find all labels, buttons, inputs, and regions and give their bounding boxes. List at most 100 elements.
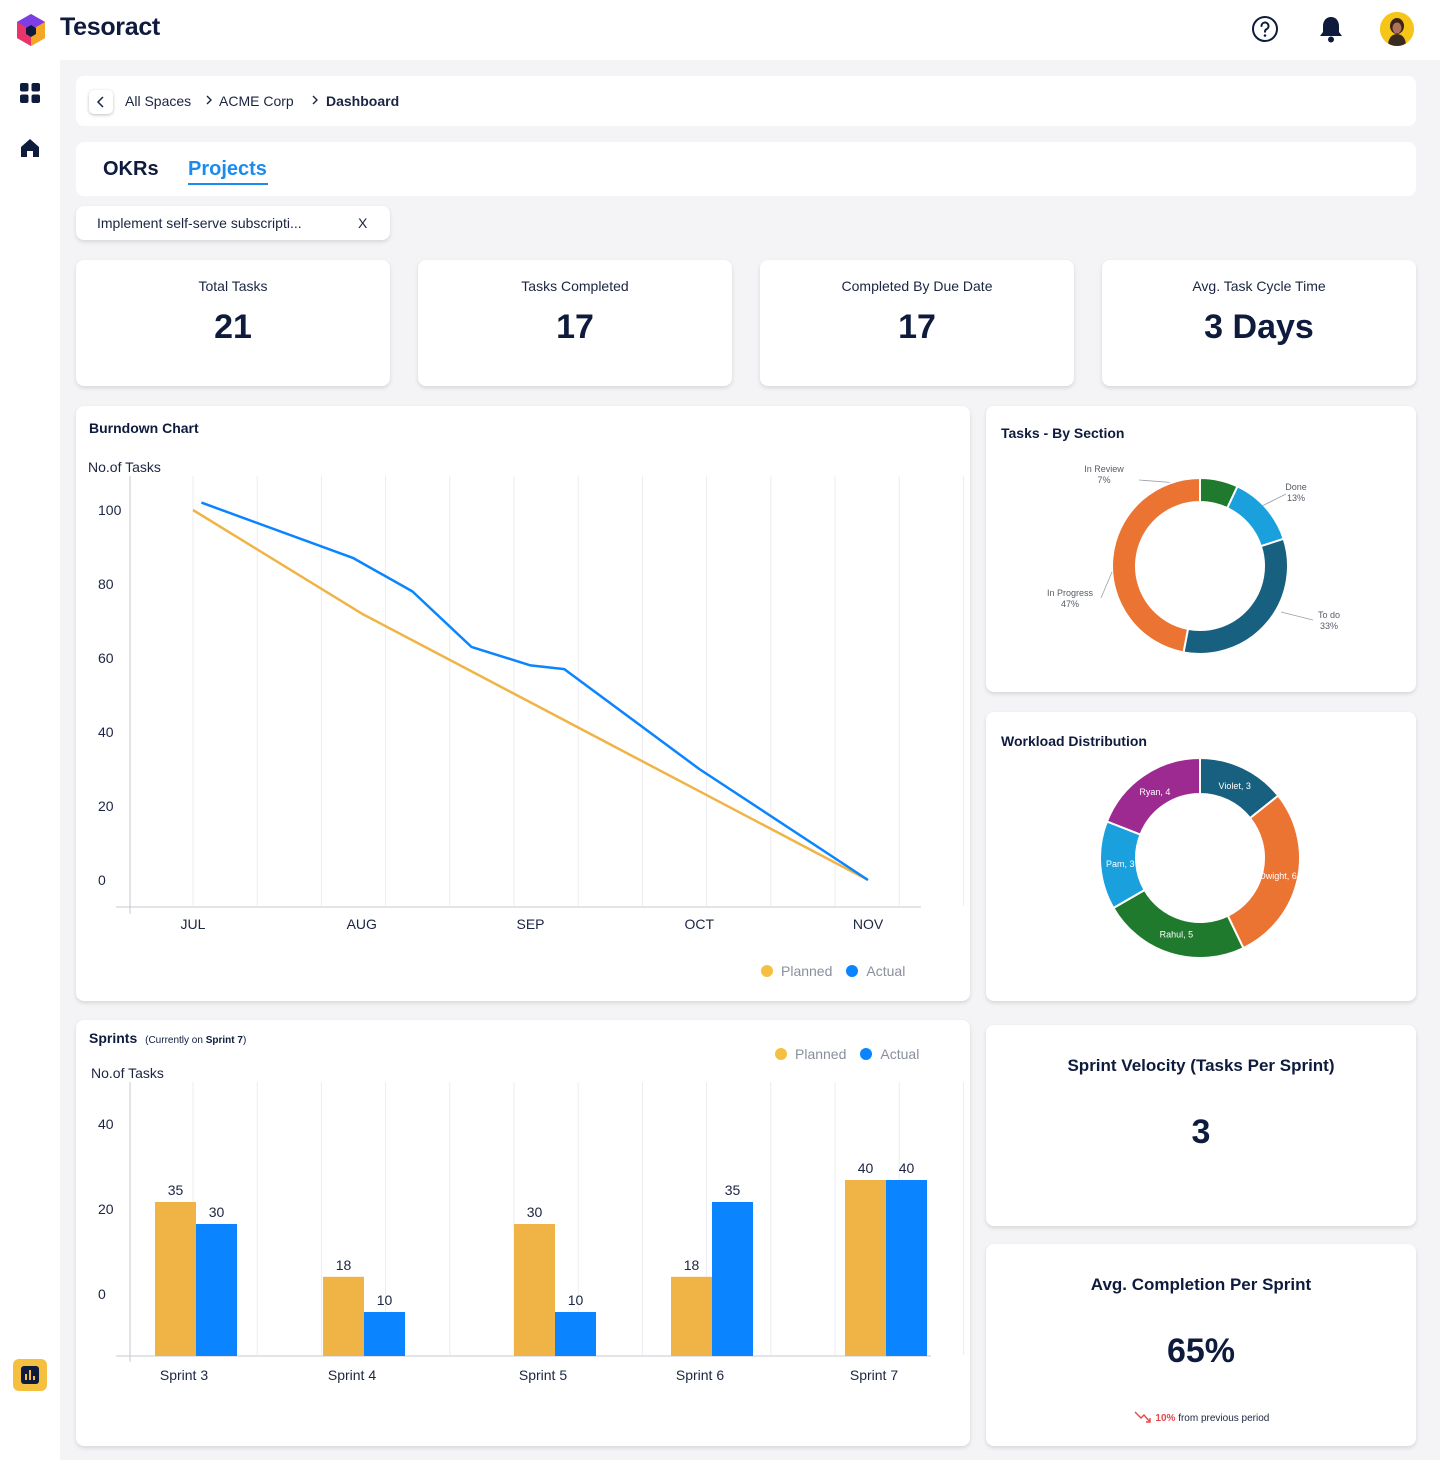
chevron-left-icon bbox=[96, 96, 104, 108]
x-tick-label: Sprint 3 bbox=[160, 1367, 208, 1383]
workload-card: Workload Distribution Violet, 3 Dwight, 6… bbox=[986, 712, 1416, 1001]
donut-slice bbox=[1182, 537, 1289, 655]
donut-slice bbox=[1105, 756, 1201, 836]
sprints-subtitle-sprint: Sprint 7 bbox=[205, 1035, 243, 1046]
stat-card-completed-by-due-date: Completed By Due Date 17 bbox=[760, 260, 1074, 386]
breadcrumb-acme-corp[interactable]: ACME Corp bbox=[219, 93, 294, 109]
breadcrumb-all-spaces[interactable]: All Spaces bbox=[125, 93, 192, 109]
sprints-subtitle-prefix: (Currently on bbox=[145, 1035, 206, 1046]
label-leader-line bbox=[1100, 571, 1113, 599]
bar-value-label: 10 bbox=[568, 1292, 584, 1308]
legend-label: Actual bbox=[866, 963, 906, 979]
legend-planned[interactable]: Planned bbox=[775, 1046, 846, 1062]
burndown-y-axis-title: No.of Tasks bbox=[88, 459, 161, 475]
stat-card-avg-cycle-time: Avg. Task Cycle Time 3 Days bbox=[1102, 260, 1416, 386]
stat-card-total-tasks: Total Tasks 21 bbox=[76, 260, 390, 386]
bar-value-label: 40 bbox=[899, 1160, 915, 1176]
sprint-velocity-title: Sprint Velocity (Tasks Per Sprint) bbox=[1067, 1056, 1335, 1075]
top-bar: Tesoract bbox=[0, 0, 1440, 60]
x-tick-label: Sprint 7 bbox=[850, 1367, 898, 1383]
legend-actual[interactable]: Actual bbox=[860, 1046, 919, 1062]
filter-chip[interactable]: Implement self-serve subscripti... X bbox=[76, 206, 390, 240]
sprints-bar-chart: 0 20 40 35 30 Sprint 3 18 10 Sprint 4 30 10 Sprint … bbox=[98, 1082, 964, 1383]
y-tick-label: 20 bbox=[98, 798, 114, 814]
bar-actual bbox=[364, 1312, 405, 1356]
sprints-chart-card: Sprints (Currently on Sprint 7) No.of Ta… bbox=[76, 1020, 970, 1446]
series-line-planned bbox=[192, 508, 869, 882]
home-icon[interactable] bbox=[18, 136, 42, 160]
donut-slice bbox=[1225, 485, 1285, 548]
x-tick-label: SEP bbox=[516, 916, 544, 932]
back-button[interactable] bbox=[89, 90, 113, 114]
slice-percent: 7% bbox=[1097, 475, 1110, 485]
analytics-button[interactable] bbox=[13, 1359, 47, 1391]
x-tick-label: JUL bbox=[181, 916, 206, 932]
sprints-legend: Planned Actual bbox=[775, 1046, 933, 1062]
bar-planned bbox=[671, 1276, 712, 1356]
breadcrumb-dashboard: Dashboard bbox=[326, 93, 400, 109]
chevron-right-icon bbox=[312, 95, 318, 105]
slice-label: Rahul, 5 bbox=[1160, 929, 1194, 939]
legend-dot bbox=[761, 965, 773, 977]
x-tick-label: Sprint 4 bbox=[328, 1367, 376, 1383]
stat-label: Tasks Completed bbox=[521, 278, 629, 294]
avg-completion-title: Avg. Completion Per Sprint bbox=[1090, 1275, 1312, 1294]
slice-label: In Progress bbox=[1047, 588, 1094, 598]
x-tick-label: Sprint 6 bbox=[676, 1367, 724, 1383]
stat-value: 17 bbox=[898, 308, 936, 346]
slice-label: To do bbox=[1318, 610, 1340, 620]
y-tick-label: 0 bbox=[98, 872, 106, 888]
y-tick-label: 100 bbox=[98, 502, 122, 518]
y-tick-label: 40 bbox=[98, 724, 114, 740]
chevron-right-icon bbox=[206, 95, 212, 105]
tasks-by-section-card: Tasks - By Section In Review 7% Done 13% To … bbox=[986, 406, 1416, 692]
workload-title: Workload Distribution bbox=[1001, 733, 1147, 749]
y-tick-label: 20 bbox=[98, 1201, 114, 1217]
active-tab-underline bbox=[188, 183, 268, 185]
bar-actual bbox=[712, 1202, 753, 1356]
tab-projects[interactable]: Projects bbox=[188, 158, 267, 180]
stat-label: Total Tasks bbox=[198, 278, 268, 294]
slice-label: Pam, 3 bbox=[1106, 859, 1135, 869]
avg-completion-value: 65% bbox=[1166, 1332, 1236, 1370]
stat-card-tasks-completed: Tasks Completed 17 bbox=[418, 260, 732, 386]
burndown-chart: 0 20 40 60 80 100 JUL AUG SEP OCT NOV bbox=[98, 476, 964, 932]
help-icon[interactable] bbox=[1250, 14, 1280, 44]
legend-label: Planned bbox=[795, 1046, 847, 1062]
legend-label: Actual bbox=[880, 1046, 920, 1062]
bar-planned bbox=[323, 1276, 364, 1356]
bar-value-label: 18 bbox=[684, 1257, 700, 1273]
x-tick-label: NOV bbox=[853, 916, 884, 932]
tab-okrs[interactable]: OKRs bbox=[103, 158, 159, 180]
bar-value-label: 35 bbox=[168, 1182, 184, 1198]
legend-planned[interactable]: Planned bbox=[761, 963, 832, 979]
analytics-icon bbox=[21, 1366, 39, 1384]
avatar-portrait bbox=[1380, 12, 1414, 46]
donut-slice bbox=[1111, 476, 1201, 654]
sprints-y-axis-title: No.of Tasks bbox=[91, 1065, 164, 1081]
series-line-actual bbox=[201, 501, 869, 882]
avg-completion-delta: 10% from previous period bbox=[986, 1410, 1416, 1426]
stat-value: 3 Days bbox=[1204, 308, 1314, 346]
slice-label: In Review bbox=[1084, 464, 1124, 474]
sprints-subtitle: (Currently on Sprint 7) bbox=[145, 1035, 246, 1046]
tesoract-logo[interactable] bbox=[14, 12, 48, 48]
bar-actual bbox=[196, 1224, 237, 1356]
grid-icon[interactable] bbox=[18, 81, 42, 105]
legend-actual[interactable]: Actual bbox=[846, 963, 905, 979]
delta-value: 10% bbox=[1155, 1413, 1176, 1424]
bar-planned bbox=[155, 1202, 196, 1356]
burndown-chart-card: Burndown Chart No.of Tasks 0 20 40 60 80 100 J… bbox=[76, 406, 970, 1001]
x-tick-label: Sprint 5 bbox=[519, 1367, 567, 1383]
slice-label: Done bbox=[1285, 482, 1307, 492]
bell-icon[interactable] bbox=[1316, 14, 1346, 44]
brand-name: Tesoract bbox=[60, 13, 160, 41]
filter-chip-close[interactable]: X bbox=[358, 215, 368, 231]
slice-label: Dwight, 6 bbox=[1259, 871, 1297, 881]
user-avatar[interactable] bbox=[1380, 12, 1414, 46]
slice-percent: 13% bbox=[1287, 493, 1305, 503]
stat-value: 21 bbox=[214, 308, 252, 346]
bar-value-label: 30 bbox=[527, 1204, 543, 1220]
y-tick-label: 0 bbox=[98, 1286, 106, 1302]
slice-percent: 47% bbox=[1061, 599, 1079, 609]
